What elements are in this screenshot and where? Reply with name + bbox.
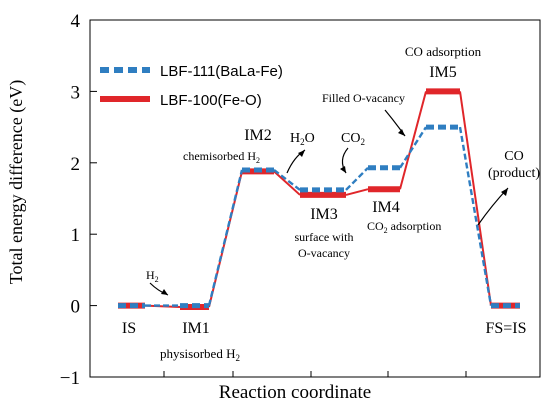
co2-adsorption-label: CO2 adsorption (367, 219, 441, 235)
x-axis-ticks (163, 371, 467, 377)
filled-vacancy-label: Filled O-vacancy (322, 91, 405, 105)
y-axis-ticks: −1 0 1 2 3 4 (60, 11, 97, 389)
h2-arrowhead-icon (161, 289, 168, 295)
chemisorbed-label: chemisorbed H2 (183, 149, 260, 165)
series-1-connector (345, 188, 369, 196)
y-axis-title: Total energy difference (eV) (6, 80, 27, 284)
y-tick-label: 0 (71, 297, 81, 318)
y-tick-label: 1 (71, 225, 81, 246)
legend: LBF-111(BaLa-Fe) LBF-100(Fe-O) (100, 63, 283, 109)
h2o-label: H2O (290, 131, 315, 147)
co-product-line2: (product) (488, 166, 540, 181)
y-tick-label: 3 (71, 82, 81, 103)
plot-frame (89, 19, 541, 378)
legend-label-lbf100: LBF-100(Fe-O) (160, 92, 262, 109)
series-1-connector (273, 170, 301, 196)
h2o-arrowhead-icon (298, 150, 305, 157)
series-1-connector (399, 91, 427, 190)
state-labels: IS IM1 IM2 IM3 IM4 IM5 FS=IS (122, 64, 527, 337)
annotations: H2 physisorbed H2 chemisorbed H2 H2O CO2… (146, 44, 540, 363)
y-tick-label: 2 (71, 154, 81, 175)
state-label-im5: IM5 (429, 64, 457, 81)
filled-arrowhead-icon (398, 129, 405, 136)
legend-label-lbf111: LBF-111(BaLa-Fe) (160, 63, 283, 80)
y-tick-label: 4 (71, 11, 81, 32)
state-label-im3: IM3 (310, 206, 338, 223)
state-label-im4: IM4 (372, 199, 400, 216)
series-0-connector (398, 126, 428, 169)
series-lines (118, 88, 520, 311)
series-0-connector (273, 168, 301, 191)
series-0-connector (345, 166, 369, 191)
co-adsorption-label: CO adsorption (405, 44, 482, 59)
h2-label: H2 (146, 268, 159, 284)
state-label-im1: IM1 (182, 320, 210, 337)
co2-arrowhead-icon (340, 166, 346, 173)
series-0-connector (207, 169, 244, 306)
co2-label: CO2 (341, 131, 365, 147)
co-product-line1: CO (504, 149, 523, 164)
state-label-fs: FS=IS (485, 320, 526, 337)
series-0-connector (458, 126, 493, 306)
y-tick-label: −1 (60, 368, 80, 389)
state-label-im2: IM2 (244, 127, 272, 144)
co-product-arrowhead-icon (501, 188, 508, 196)
physisorbed-label: physisorbed H2 (160, 346, 240, 363)
x-axis-title: Reaction coordinate (219, 382, 371, 403)
surface-label-line2: O-vacancy (298, 246, 350, 260)
surface-label-line1: surface with (295, 230, 354, 244)
state-label-is: IS (122, 320, 136, 337)
